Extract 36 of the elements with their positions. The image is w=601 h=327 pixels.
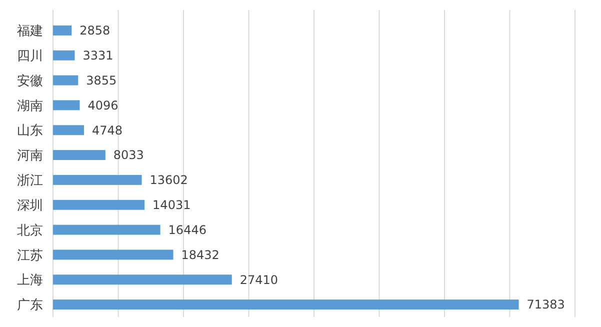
y-tick-label: 四川	[17, 48, 43, 64]
data-label: 4096	[88, 98, 118, 112]
y-tick-label: 上海	[17, 273, 43, 288]
y-tick-label: 湖南	[17, 98, 43, 114]
data-label: 18432	[181, 248, 220, 262]
bar	[53, 200, 145, 210]
bar	[53, 100, 80, 110]
data-label: 27410	[240, 272, 278, 287]
data-label: 16446	[168, 222, 206, 237]
y-tick-label: 北京	[17, 223, 43, 238]
data-label: 4748	[92, 123, 123, 138]
bar	[53, 274, 232, 285]
bar	[53, 174, 142, 185]
data-label: 3855	[86, 73, 117, 88]
bar	[53, 300, 519, 310]
bar	[53, 150, 106, 160]
bar	[53, 125, 84, 136]
bar	[53, 250, 174, 260]
y-tick-label: 江苏	[17, 248, 43, 264]
y-tick-label: 安徽	[17, 72, 43, 89]
y-tick-label: 广东	[17, 298, 43, 314]
y-tick-label: 浙江	[17, 174, 43, 189]
data-label: 3331	[82, 48, 114, 63]
y-tick-label: 深圳	[17, 198, 43, 214]
bar	[53, 224, 160, 235]
y-tick-label: 河南	[17, 148, 43, 164]
y-tick-label: 福建	[17, 24, 43, 40]
bar	[53, 50, 75, 60]
bar	[53, 75, 78, 86]
y-tick-label: 山东	[17, 124, 43, 139]
data-label: 8033	[113, 148, 144, 162]
bar	[53, 25, 72, 36]
data-label: 71383	[526, 298, 565, 312]
data-label: 2858	[80, 24, 110, 38]
data-label: 13602	[150, 173, 188, 188]
data-label: 14031	[152, 198, 191, 212]
